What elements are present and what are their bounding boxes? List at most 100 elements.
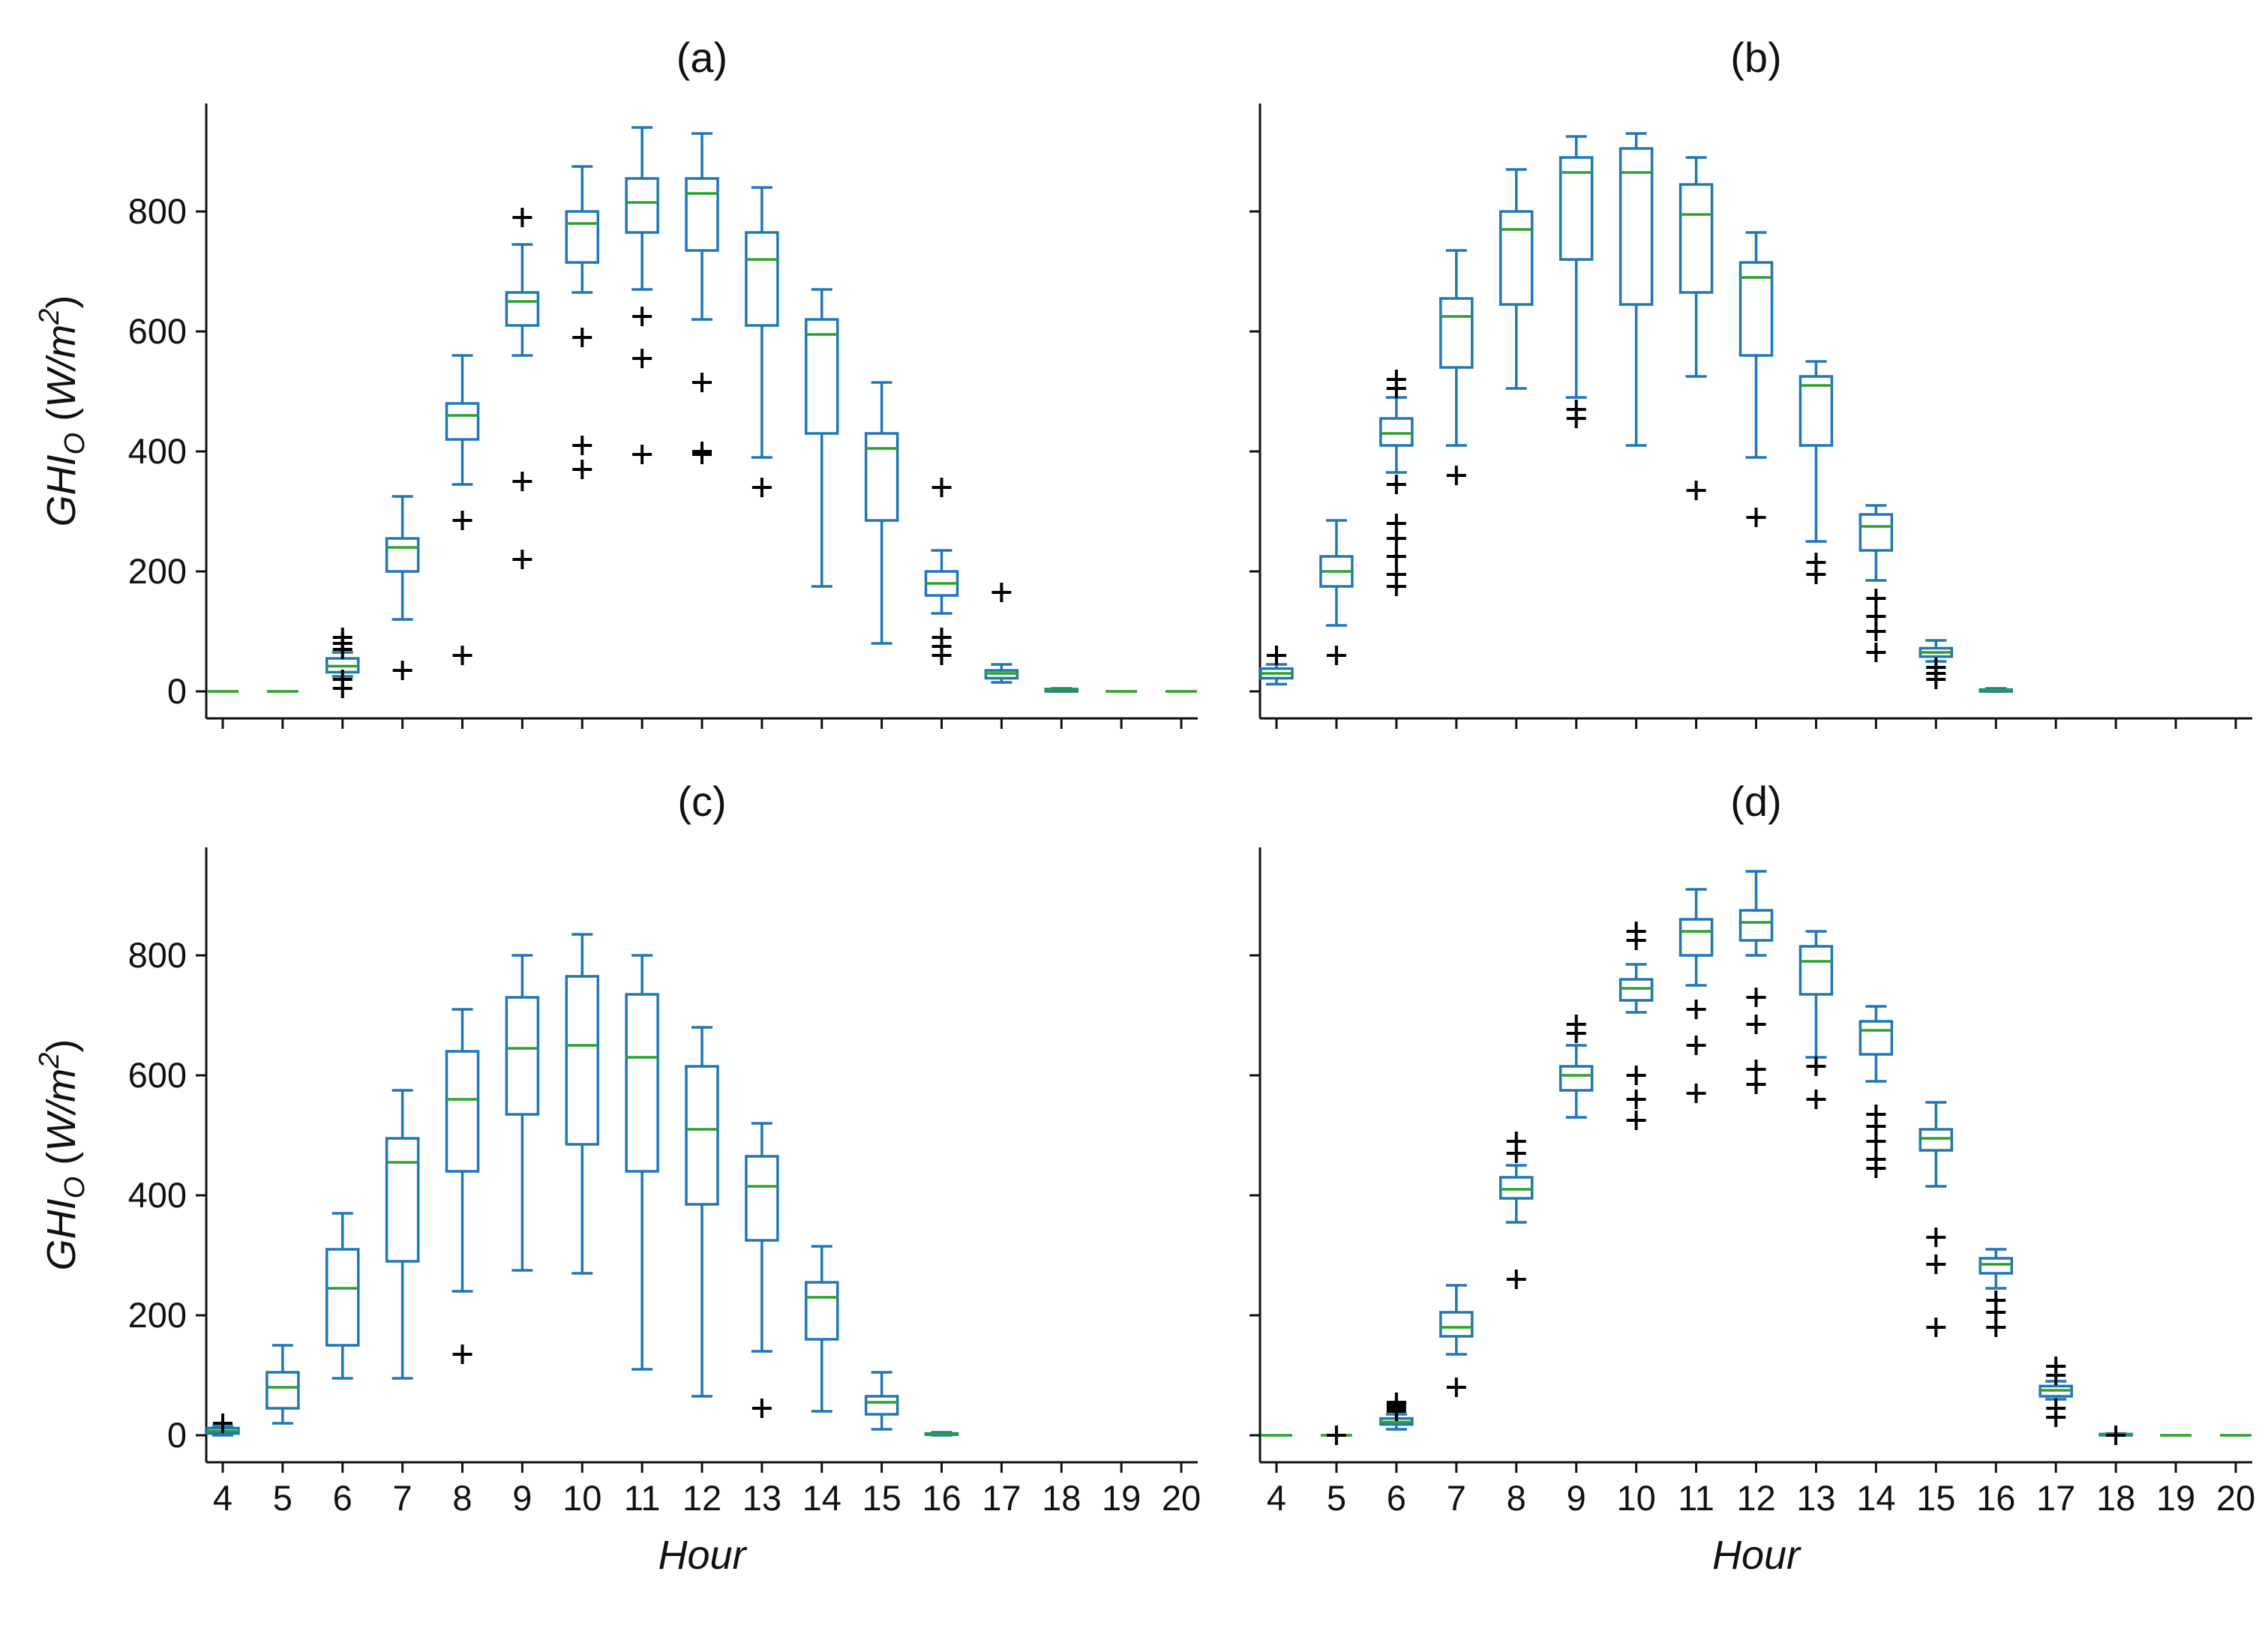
outlier-marker	[1866, 1150, 1886, 1169]
outlier-marker	[512, 472, 532, 491]
box-hour-13	[1798, 360, 1834, 584]
y-axis-label-part: GHI	[39, 1198, 84, 1270]
iqr-box	[1558, 1065, 1594, 1092]
outlier-marker	[1686, 1036, 1706, 1055]
iqr-box	[1618, 147, 1654, 306]
box-hour-7	[1439, 249, 1474, 485]
x-tick-label: 14	[1856, 1478, 1895, 1518]
outlier-marker	[1386, 565, 1406, 584]
box-hour-12	[1738, 231, 1774, 527]
x-tick-label: 10	[1616, 1478, 1655, 1518]
outlier-marker	[692, 442, 712, 461]
y-axis-label-part: 2	[34, 309, 65, 325]
iqr-box	[1858, 1020, 1894, 1056]
outlier-marker	[1926, 1318, 1946, 1337]
x-tick-label: 13	[1796, 1478, 1835, 1518]
y-tick-label: 800	[128, 935, 187, 975]
outlier-marker	[213, 1414, 232, 1433]
panel-title: (a)	[676, 34, 728, 81]
y-axis-label-part: W/m	[39, 325, 84, 408]
x-tick-label: 18	[2096, 1478, 2135, 1518]
box-hour-5	[1320, 1426, 1352, 1445]
iqr-box	[1439, 1311, 1474, 1338]
outlier-marker	[1866, 607, 1886, 626]
outlier-marker	[1746, 1015, 1766, 1034]
outlier-marker	[332, 670, 352, 689]
outlier-marker	[2046, 1357, 2066, 1376]
iqr-box	[685, 177, 719, 252]
y-axis-label-part: )	[39, 1039, 84, 1053]
box-hour-11	[625, 954, 659, 1371]
x-tick-label: 19	[1102, 1478, 1141, 1518]
x-tick-label: 11	[624, 1478, 661, 1518]
box-hour-11	[1678, 888, 1714, 1103]
outlier-marker	[1326, 1426, 1346, 1445]
y-axis-label: GHIO (W/m2)	[34, 295, 91, 527]
box-hour-15	[1918, 1101, 1954, 1337]
box-hour-15	[864, 381, 899, 645]
box-hour-9	[505, 954, 540, 1272]
iqr-box	[1738, 261, 1774, 357]
x-tick-label: 4	[213, 1478, 232, 1518]
box-hour-14	[1858, 504, 1894, 662]
y-tick-label: 600	[128, 311, 187, 351]
outlier-marker	[1267, 646, 1286, 665]
y-axis-label: GHIO (W/m2)	[34, 1039, 91, 1271]
x-tick-label: 19	[2156, 1478, 2195, 1518]
outlier-marker	[1806, 553, 1826, 572]
box-hour-13	[1798, 930, 1834, 1109]
outlier-marker	[572, 328, 592, 347]
iqr-box	[505, 291, 540, 327]
box-hour-8	[445, 354, 480, 665]
iqr-box	[805, 1281, 839, 1341]
iqr-box	[266, 1371, 300, 1410]
x-tick-label: 17	[982, 1478, 1021, 1518]
outlier-marker	[1326, 646, 1346, 665]
iqr-box	[1798, 375, 1834, 447]
y-axis-label-part: )	[39, 295, 84, 309]
y-tick-label: 400	[128, 431, 187, 471]
outlier-marker	[1926, 1255, 1946, 1274]
outlier-marker	[1626, 1111, 1646, 1130]
box-hour-10	[1618, 132, 1654, 447]
outlier-marker	[572, 436, 592, 455]
box-hour-7	[385, 495, 420, 680]
outlier-marker	[1686, 1000, 1706, 1019]
x-tick-label: 18	[1042, 1478, 1081, 1518]
iqr-box	[864, 1395, 899, 1416]
outlier-marker	[992, 583, 1012, 602]
iqr-box	[505, 996, 540, 1116]
iqr-box	[1499, 210, 1534, 306]
x-tick-label: 17	[2036, 1478, 2075, 1518]
box-hour-12	[685, 1026, 719, 1398]
y-axis-label-part: (	[39, 408, 84, 433]
outlier-marker	[632, 349, 652, 368]
panel-title: (d)	[1730, 778, 1781, 825]
box-hour-14	[1858, 1005, 1894, 1178]
box-hour-12	[1738, 870, 1774, 1094]
box-hour-10	[1618, 922, 1654, 1130]
outlier-marker	[1926, 658, 1946, 677]
outlier-marker	[1506, 1270, 1526, 1289]
outlier-marker	[392, 661, 412, 680]
outlier-marker	[452, 1345, 472, 1364]
box-hour-11	[1678, 156, 1714, 500]
outlier-marker	[512, 208, 532, 227]
box-hour-15	[1918, 639, 1954, 689]
outlier-marker	[1806, 1057, 1826, 1076]
iqr-box	[685, 1065, 719, 1206]
box-hour-6	[326, 1212, 360, 1380]
panel-title: (b)	[1730, 34, 1781, 81]
box-hour-13	[745, 1122, 779, 1418]
iqr-box	[745, 1155, 779, 1242]
x-tick-label: 5	[273, 1478, 292, 1518]
outlier-marker	[1626, 1066, 1646, 1085]
outlier-marker	[1386, 370, 1406, 389]
y-axis-label-part: 2	[34, 1053, 65, 1069]
y-tick-label: 200	[128, 1295, 187, 1335]
iqr-box	[1439, 297, 1474, 369]
box-hour-10	[565, 933, 599, 1275]
outlier-marker	[1686, 1084, 1706, 1103]
outlier-marker	[1746, 1060, 1766, 1079]
x-tick-label: 15	[862, 1478, 901, 1518]
